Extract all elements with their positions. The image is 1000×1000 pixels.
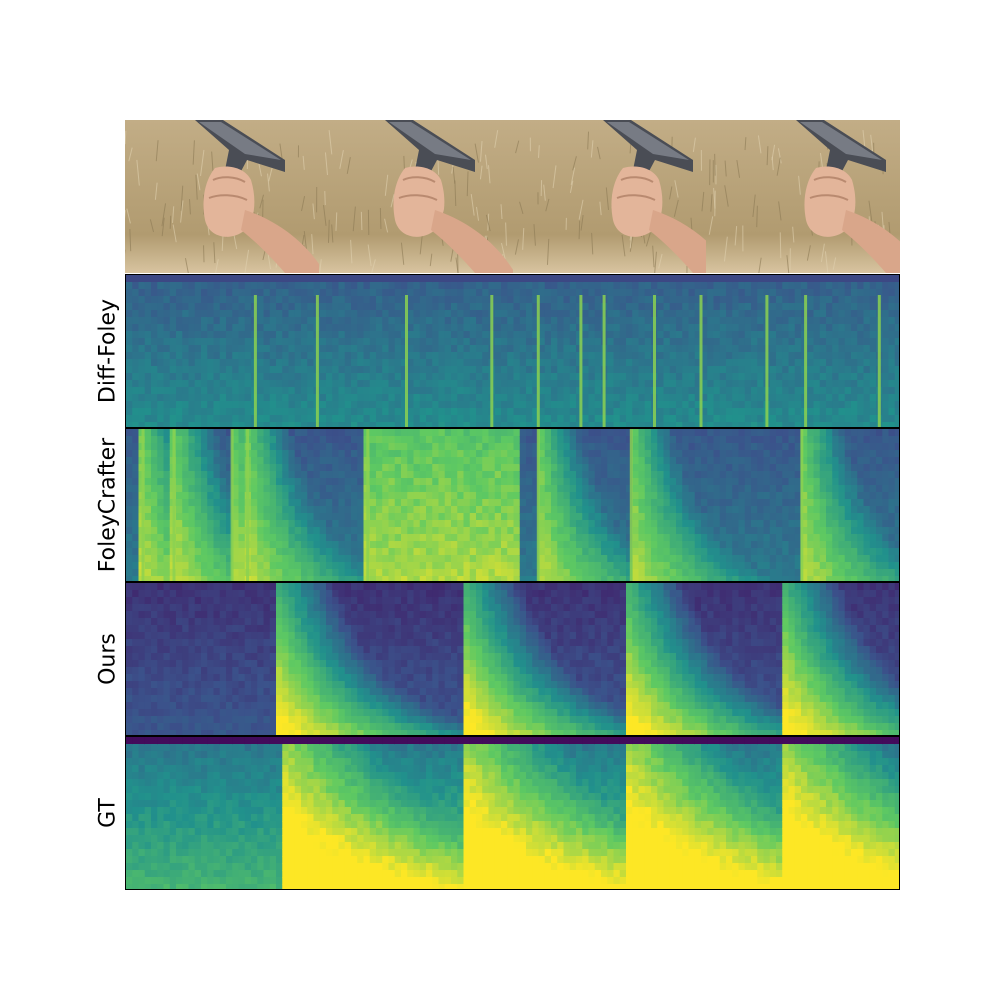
spectrogram-image: [125, 274, 900, 428]
onset-stripe: [536, 429, 540, 581]
onset-stripe: [315, 295, 319, 427]
onset-stripe: [141, 429, 145, 581]
video-frame-2: [318, 120, 513, 273]
video-frame-4: [706, 120, 900, 273]
spectrogram-diff-foley: [125, 274, 900, 428]
onset-stripe: [629, 429, 633, 581]
onset-stripe: [699, 295, 703, 427]
onset-stripe: [172, 429, 176, 581]
spectrogram-gt: [125, 736, 900, 890]
onset-stripe: [579, 295, 583, 427]
video-frame-1: [125, 120, 319, 273]
spectrogram-foleycrafter: [125, 428, 900, 582]
onset-stripe: [877, 295, 881, 427]
spectrogram-image: [125, 582, 900, 736]
onset-stripe: [405, 295, 408, 427]
spectrogram-image: [125, 428, 900, 582]
spectrogram-ours: [125, 582, 900, 736]
spectrogram-image: [125, 736, 900, 890]
onset-stripe: [765, 295, 769, 427]
onset-stripe: [653, 295, 656, 427]
onset-stripe: [536, 295, 540, 427]
pistol-frame-icon: [706, 120, 900, 273]
pistol-frame-icon: [125, 120, 319, 273]
onset-stripe: [490, 295, 494, 427]
video-frame-3: [512, 120, 707, 273]
video-frames-strip: [125, 120, 900, 273]
onset-stripe: [230, 429, 234, 581]
onset-stripe: [602, 295, 606, 427]
onset-stripe: [800, 429, 804, 581]
onset-stripe: [246, 429, 250, 581]
pistol-frame-icon: [318, 120, 513, 273]
onset-stripe: [804, 295, 808, 427]
onset-stripe: [366, 429, 370, 581]
onset-stripe: [253, 295, 257, 427]
pistol-frame-icon: [512, 120, 707, 273]
